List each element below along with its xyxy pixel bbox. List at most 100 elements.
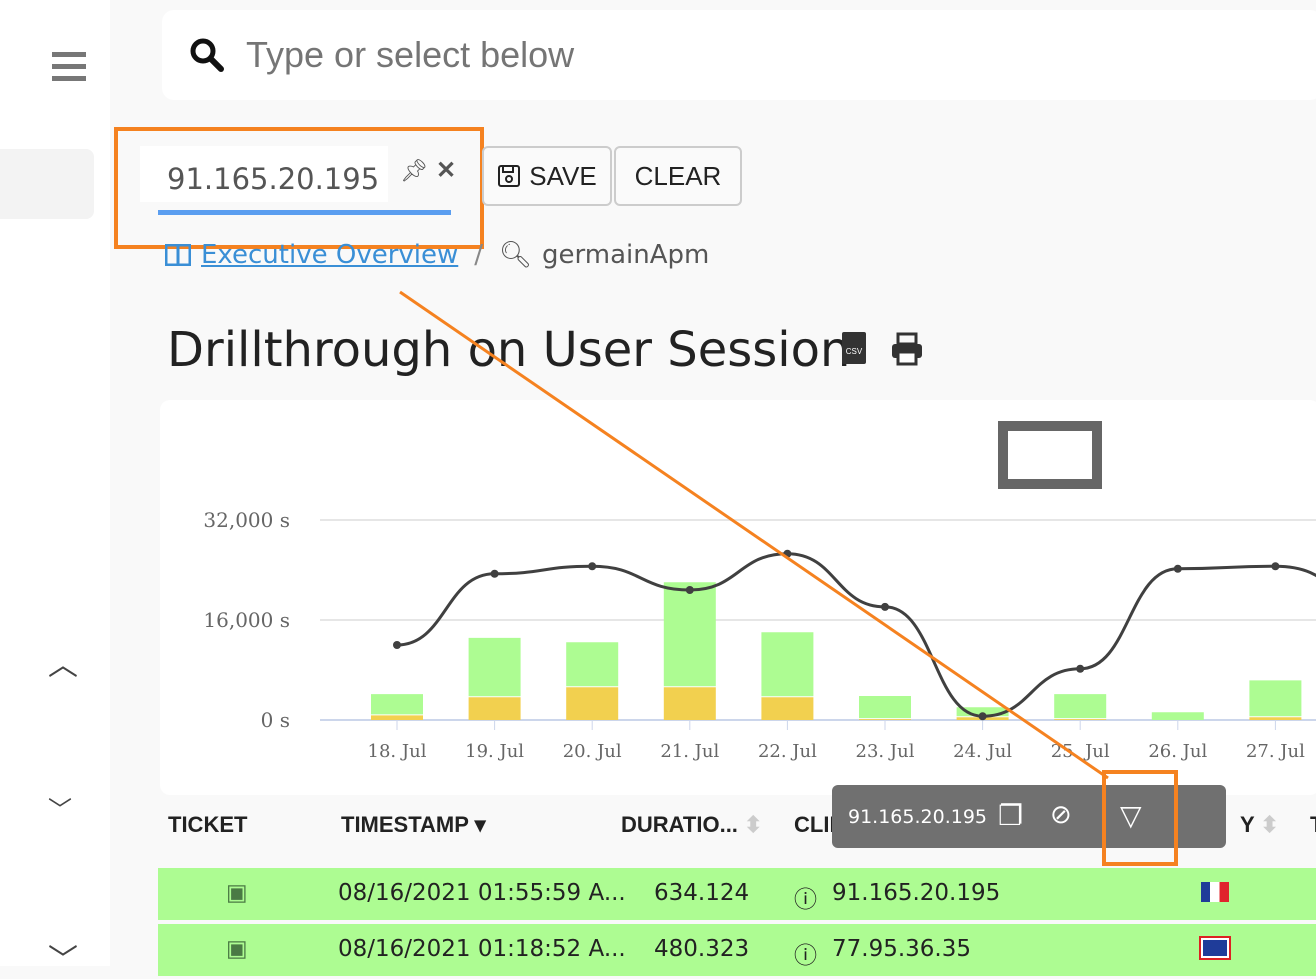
line-point (490, 569, 499, 578)
x-tick-label: 23. Jul (856, 741, 915, 762)
x-tick-label: 26. Jul (1148, 741, 1207, 762)
bar (663, 582, 716, 687)
copy-icon[interactable]: ❐ (998, 800, 1024, 831)
column-label: DURATIO... (621, 812, 738, 837)
sort-icon[interactable]: ⬍ (1260, 812, 1279, 837)
ticket-icon[interactable]: ▣ (226, 936, 248, 962)
dashboard-icon (165, 244, 191, 266)
flag-uk-icon (1199, 936, 1231, 960)
save-icon (498, 165, 521, 187)
x-tick-label: 20. Jul (563, 741, 622, 762)
bar (761, 632, 814, 697)
y-tick-label: 32,000 s (203, 508, 290, 532)
filter-chip-value: 91.165.20.195 (140, 146, 388, 202)
line-point (393, 641, 401, 649)
info-icon[interactable]: ⓘ (794, 943, 817, 969)
bar (566, 642, 619, 687)
search-bar[interactable] (162, 10, 1316, 100)
zoom-in-icon: 🔍︎ (499, 240, 533, 270)
timestamp-cell: 08/16/2021 01:18:52 A... (338, 936, 626, 962)
breadcrumb-link-executive-overview[interactable]: Executive Overview (201, 240, 459, 270)
column-header-ticket[interactable]: TICKET (168, 812, 248, 837)
bar (1054, 694, 1107, 719)
chevron-up-icon[interactable]: ︿ (48, 648, 78, 683)
chevron-down-icon[interactable]: ﹀ (48, 943, 78, 978)
x-tick-label: 24. Jul (953, 741, 1012, 762)
line-point (1076, 664, 1085, 673)
line-series (396, 552, 1316, 718)
bar (1151, 712, 1204, 720)
filter-chip[interactable]: 91.165.20.195 📌︎ ✕ (140, 146, 460, 215)
line-point (881, 602, 889, 611)
column-label: TIMESTAMP (341, 812, 469, 837)
bar (663, 687, 716, 720)
bar (1249, 680, 1302, 717)
page-title: Drillthrough on User Session (167, 322, 851, 378)
sort-desc-icon[interactable]: ▾ (474, 812, 486, 837)
table-row[interactable]: ▣ 08/16/2021 01:18:52 A... 480.323 ⓘ 77.… (158, 924, 1316, 976)
line-point (978, 712, 987, 721)
table-row[interactable]: ▣ 08/16/2021 01:55:59 A... 634.124 ⓘ 91.… (158, 868, 1316, 920)
bar (566, 687, 619, 720)
breadcrumb-separator: / (474, 240, 484, 270)
bar (1249, 717, 1302, 720)
close-icon[interactable]: ✕ (436, 157, 457, 184)
bar (468, 637, 521, 697)
clear-label: CLEAR (634, 160, 722, 191)
x-tick-label: 22. Jul (758, 741, 817, 762)
sidebar-selected-item[interactable] (0, 149, 94, 219)
bar (1054, 719, 1107, 720)
x-tick-label: 21. Jul (660, 741, 719, 762)
x-tick-label: 18. Jul (368, 741, 427, 762)
save-label: SAVE (529, 160, 597, 191)
bar (859, 719, 911, 720)
chevron-down-icon[interactable]: ﹀ (48, 796, 72, 824)
pin-icon[interactable]: 📌︎ (400, 158, 428, 183)
y-tick-label: 0 s (261, 708, 290, 732)
tooltip-value: 91.165.20.195 (848, 806, 988, 828)
y-tick-label: 16,000 s (203, 608, 290, 632)
column-header-partial[interactable]: Y ⬍ (1240, 812, 1279, 838)
session-chart: 0 s 16,000 s 32,000 s 18. Jul 19. Jul 20. Jul… (203, 421, 1316, 762)
client-cell[interactable]: 77.95.36.35 (832, 936, 971, 962)
column-header-duration[interactable]: DURATIO... ⬍ (621, 812, 762, 838)
clear-button[interactable]: CLEAR (614, 146, 742, 206)
search-input[interactable] (246, 34, 1146, 76)
column-header-timestamp[interactable]: TIMESTAMP ▾ (341, 812, 486, 838)
hamburger-menu-icon[interactable] (52, 52, 86, 88)
line-point (783, 549, 792, 558)
bar (371, 715, 423, 720)
hide-icon[interactable]: ⊘ (1050, 799, 1072, 829)
filter-icon[interactable]: ▽ (1120, 800, 1142, 831)
column-header-partial-2[interactable]: T (1310, 812, 1316, 838)
x-tick-label: 19. Jul (465, 741, 524, 762)
chart-panel: 0 s 16,000 s 32,000 s 18. Jul 19. Jul 20. Jul… (160, 400, 1316, 795)
line-point (588, 562, 597, 571)
bar (371, 694, 423, 715)
bar (859, 696, 911, 719)
column-label: Y (1240, 812, 1255, 837)
line-point (1271, 562, 1280, 571)
line-point (1173, 564, 1182, 573)
duration-cell: 634.124 (654, 880, 750, 906)
annotation-box (1102, 770, 1178, 866)
timestamp-cell: 08/16/2021 01:55:59 A... (338, 880, 626, 906)
chip-underline (158, 210, 451, 215)
save-button[interactable]: SAVE (482, 146, 612, 206)
bar (468, 697, 521, 720)
line-point (685, 586, 694, 594)
csv-export-icon[interactable]: CSV (842, 332, 866, 364)
info-icon[interactable]: ⓘ (794, 887, 817, 913)
chart-toggle-box (998, 421, 1102, 489)
breadcrumb: Executive Overview / 🔍︎ germainApm (165, 240, 709, 270)
annotation-box (114, 127, 484, 249)
flag-france-icon (1201, 882, 1229, 902)
print-icon[interactable] (890, 332, 924, 366)
sidebar: ︿ ﹀ ﹀ (0, 0, 110, 978)
x-tick-label: 25. Jul (1051, 741, 1110, 762)
sort-icon[interactable]: ⬍ (744, 812, 763, 837)
ticket-icon[interactable]: ▣ (226, 880, 248, 906)
x-tick-label: 27. Jul (1246, 741, 1305, 762)
client-cell[interactable]: 91.165.20.195 (832, 880, 1001, 906)
cell-action-tooltip: 91.165.20.195 ❐ ⊘ ▽ (832, 785, 1226, 848)
